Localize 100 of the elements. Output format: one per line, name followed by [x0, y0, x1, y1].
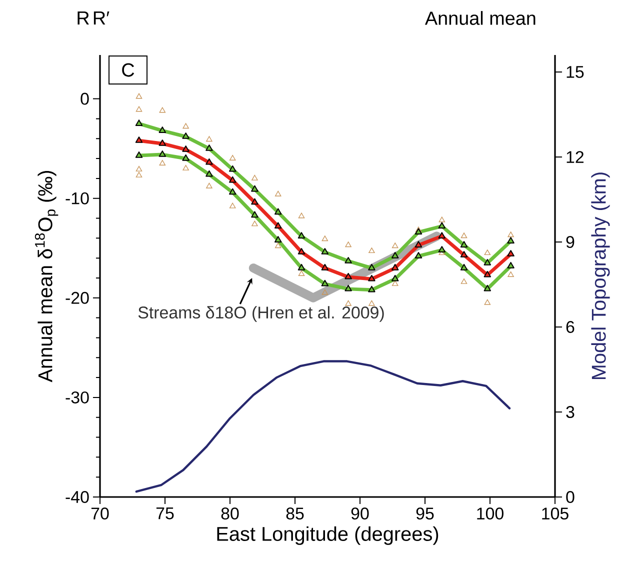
point — [368, 248, 375, 254]
x-tick-label: 75 — [156, 508, 174, 520]
point — [460, 264, 468, 270]
point — [135, 136, 143, 143]
point — [182, 123, 189, 129]
point — [158, 150, 166, 157]
point — [135, 151, 143, 158]
text: R — [78, 11, 89, 25]
point — [274, 242, 282, 248]
y2-tick-label: 6 — [566, 321, 574, 333]
point — [392, 242, 398, 248]
point — [228, 176, 236, 183]
x-tick-label: 100 — [477, 508, 504, 520]
point — [228, 165, 236, 172]
point — [321, 280, 329, 286]
point — [298, 270, 305, 276]
point — [460, 278, 468, 284]
point — [438, 232, 446, 238]
point — [368, 286, 376, 292]
point — [391, 252, 399, 258]
point — [229, 202, 236, 208]
point — [414, 252, 422, 258]
point — [252, 174, 258, 180]
point — [206, 144, 213, 151]
point — [298, 264, 306, 270]
y-axis-title: Annual mean δ$^{18}$O$_{p}$ (‰) — [34, 170, 58, 382]
point — [182, 145, 190, 152]
point — [136, 172, 142, 178]
point — [391, 274, 399, 282]
point — [158, 139, 166, 146]
point — [252, 220, 258, 226]
point — [298, 212, 305, 218]
point — [228, 188, 236, 195]
point — [182, 164, 189, 170]
point — [251, 211, 258, 218]
annotation: C — [122, 63, 134, 77]
point — [508, 232, 514, 238]
annotation: Streams δ18O (Hren et al. 2009) — [138, 306, 384, 322]
point — [206, 136, 212, 142]
point — [206, 182, 212, 188]
x-tick-label: 70 — [91, 508, 109, 520]
point — [321, 248, 329, 254]
y2-tick-label: 15 — [566, 66, 584, 78]
point — [484, 258, 492, 266]
point — [368, 274, 376, 282]
point — [298, 248, 306, 254]
point — [251, 198, 258, 205]
point — [229, 154, 236, 160]
point — [484, 270, 492, 278]
point — [321, 264, 329, 270]
point — [460, 241, 468, 248]
point — [460, 232, 468, 238]
point — [322, 236, 328, 242]
point — [274, 190, 282, 196]
point — [136, 93, 142, 99]
text: R′ — [94, 11, 110, 25]
point — [159, 160, 166, 166]
point — [438, 222, 446, 229]
point — [391, 264, 399, 270]
point — [438, 216, 446, 222]
point — [182, 154, 190, 161]
point — [392, 280, 398, 286]
point — [414, 241, 422, 248]
point — [298, 232, 306, 238]
point — [159, 107, 166, 113]
y-tick-label: -40 — [66, 491, 89, 503]
point — [182, 132, 190, 139]
point — [345, 300, 352, 306]
point — [507, 250, 514, 256]
y-tick-label: 0 — [80, 92, 89, 105]
point — [368, 264, 376, 270]
point — [135, 120, 143, 126]
x-tick-label: 80 — [221, 508, 239, 520]
point — [344, 256, 352, 264]
point — [484, 250, 491, 256]
point — [274, 236, 282, 242]
y2-tick-label: 12 — [566, 151, 584, 163]
y-tick-label: -10 — [66, 192, 89, 204]
point — [460, 250, 468, 258]
point — [206, 158, 213, 165]
point — [136, 106, 142, 112]
point — [274, 208, 282, 215]
point — [136, 166, 142, 172]
y2-tick-label: 3 — [566, 406, 574, 418]
y2-tick-label: 0 — [566, 491, 574, 503]
point — [345, 242, 352, 248]
point — [251, 185, 258, 192]
point — [484, 284, 492, 292]
y2-axis-title: Model Topography (km) — [591, 172, 610, 380]
point — [322, 289, 328, 295]
point — [368, 300, 375, 306]
line-series — [135, 360, 511, 493]
point — [274, 222, 282, 229]
point — [344, 272, 352, 280]
point — [508, 271, 514, 277]
x-axis-title: East Longitude (degrees) — [217, 526, 438, 545]
x-tick-label: 105 — [542, 508, 568, 520]
x-tick-label: 90 — [351, 508, 369, 520]
point — [344, 284, 352, 292]
y2-tick-label: 9 — [566, 236, 574, 248]
